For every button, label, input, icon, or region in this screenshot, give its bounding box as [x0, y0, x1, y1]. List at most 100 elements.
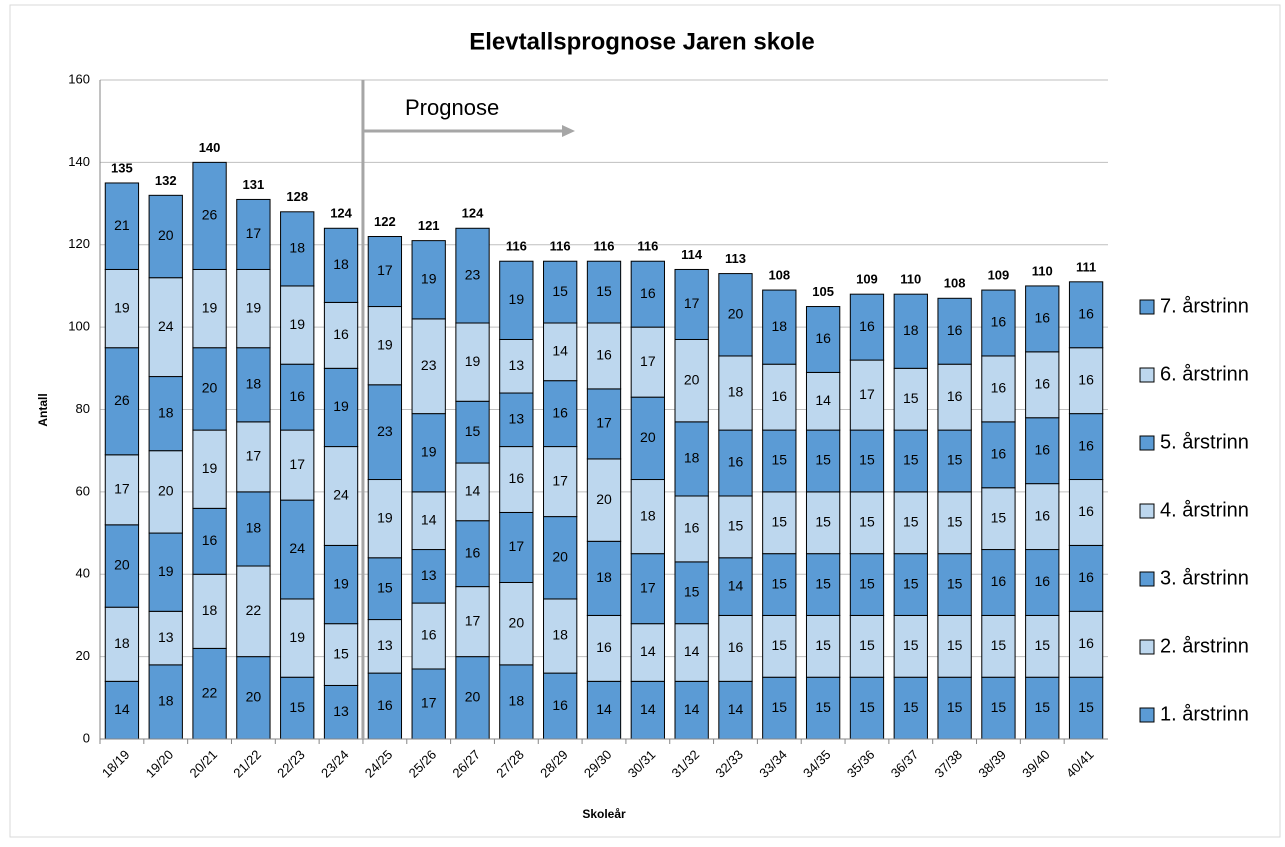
- bar-segment: [455, 227, 490, 324]
- segment-label: 15: [815, 699, 831, 715]
- segment-label: 16: [421, 627, 437, 643]
- bar-segment: [805, 676, 841, 740]
- segment-label: 20: [114, 557, 130, 573]
- bar-segment: [236, 198, 271, 270]
- segment-label: 15: [596, 283, 612, 299]
- bar-segment: [674, 268, 709, 340]
- bar-segment: [893, 614, 928, 678]
- segment-label: 18: [333, 256, 349, 272]
- segment-label: 16: [1034, 375, 1050, 391]
- bar-segment: [586, 388, 622, 460]
- total-label: 116: [506, 239, 527, 254]
- bar-segment: [630, 260, 665, 328]
- legend-label: 4. årstrinn: [1160, 499, 1249, 521]
- total-label: 128: [286, 189, 308, 204]
- bar-segment: [849, 491, 885, 555]
- bar-segment: [981, 421, 1016, 489]
- y-tick-label: 140: [68, 154, 90, 169]
- segment-label: 19: [333, 575, 349, 591]
- segment-label: 17: [114, 481, 130, 497]
- segment-label: 20: [158, 227, 174, 243]
- segment-label: 16: [859, 318, 875, 334]
- segment-label: 15: [947, 513, 963, 529]
- bar-segment: [411, 668, 446, 740]
- bar-segment: [586, 458, 622, 542]
- bar-segment: [805, 614, 841, 678]
- segment-label: 15: [815, 513, 831, 529]
- segment-label: 20: [728, 305, 744, 321]
- segment-label: 19: [246, 299, 262, 315]
- segment-label: 14: [114, 701, 130, 717]
- bar-segment: [981, 289, 1016, 357]
- bar-segment: [192, 268, 227, 349]
- segment-label: 17: [289, 456, 305, 472]
- bar-segment: [1025, 285, 1060, 353]
- bar-segment: [849, 429, 885, 493]
- segment-label: 16: [333, 326, 349, 342]
- bar-segment: [499, 392, 534, 448]
- bar-segment: [148, 532, 183, 612]
- segment-label: 13: [509, 357, 525, 373]
- bar-segment: [367, 479, 403, 559]
- total-label: 116: [637, 239, 658, 254]
- segment-label: 15: [552, 283, 568, 299]
- segment-label: 15: [903, 575, 919, 591]
- segment-label: 16: [947, 388, 963, 404]
- segment-label: 15: [772, 637, 788, 653]
- segment-label: 20: [246, 689, 262, 705]
- bar-segment: [543, 516, 578, 600]
- bar-segment: [192, 429, 227, 509]
- bar-segment: [1068, 610, 1104, 678]
- segment-label: 19: [202, 460, 218, 476]
- bar-segment: [849, 553, 885, 616]
- bar-segment: [148, 450, 183, 534]
- segment-label: 17: [509, 538, 525, 554]
- bar-segment: [1068, 413, 1104, 481]
- total-label: 131: [243, 177, 265, 192]
- segment-label: 17: [246, 448, 262, 464]
- bar-segment: [192, 347, 227, 431]
- segment-label: 18: [728, 384, 744, 400]
- bar-segment: [367, 557, 403, 621]
- bar-segment: [893, 293, 928, 369]
- bar-segment: [280, 285, 315, 365]
- bar-segment: [192, 647, 227, 740]
- bar-segment: [674, 561, 709, 625]
- segment-label: 17: [246, 225, 262, 241]
- segment-label: 20: [509, 614, 525, 630]
- segment-label: 18: [552, 627, 568, 643]
- bar-segment: [280, 676, 315, 740]
- segment-label: 15: [903, 699, 919, 715]
- segment-label: 16: [1078, 635, 1094, 651]
- segment-label: 15: [377, 579, 393, 595]
- segment-label: 13: [158, 629, 174, 645]
- bar-segment: [805, 491, 841, 555]
- segment-label: 20: [596, 491, 612, 507]
- segment-label: 15: [815, 575, 831, 591]
- chart-title: Elevtallsprognose Jaren skole: [469, 28, 814, 55]
- segment-label: 16: [815, 330, 831, 346]
- segment-label: 14: [421, 511, 437, 527]
- segment-label: 15: [991, 509, 1007, 525]
- bar-segment: [455, 520, 490, 588]
- bar-segment: [937, 429, 972, 493]
- total-label: 108: [944, 276, 966, 291]
- bar-segment: [762, 614, 797, 678]
- bar-segment: [455, 400, 490, 464]
- bar-segment: [937, 297, 972, 365]
- bar-segment: [367, 236, 403, 308]
- bar-segment: [192, 161, 227, 270]
- bar-segment: [1025, 676, 1060, 740]
- bar-segment: [586, 260, 622, 324]
- segment-label: 15: [289, 699, 305, 715]
- segment-label: 16: [728, 454, 744, 470]
- segment-label: 16: [1034, 573, 1050, 589]
- segment-label: 16: [1034, 441, 1050, 457]
- segment-label: 15: [772, 452, 788, 468]
- y-tick-label: 20: [76, 648, 90, 663]
- segment-label: 15: [333, 645, 349, 661]
- segment-label: 16: [1078, 569, 1094, 585]
- bar-segment: [981, 487, 1016, 551]
- segment-label: 15: [903, 390, 919, 406]
- segment-label: 15: [903, 513, 919, 529]
